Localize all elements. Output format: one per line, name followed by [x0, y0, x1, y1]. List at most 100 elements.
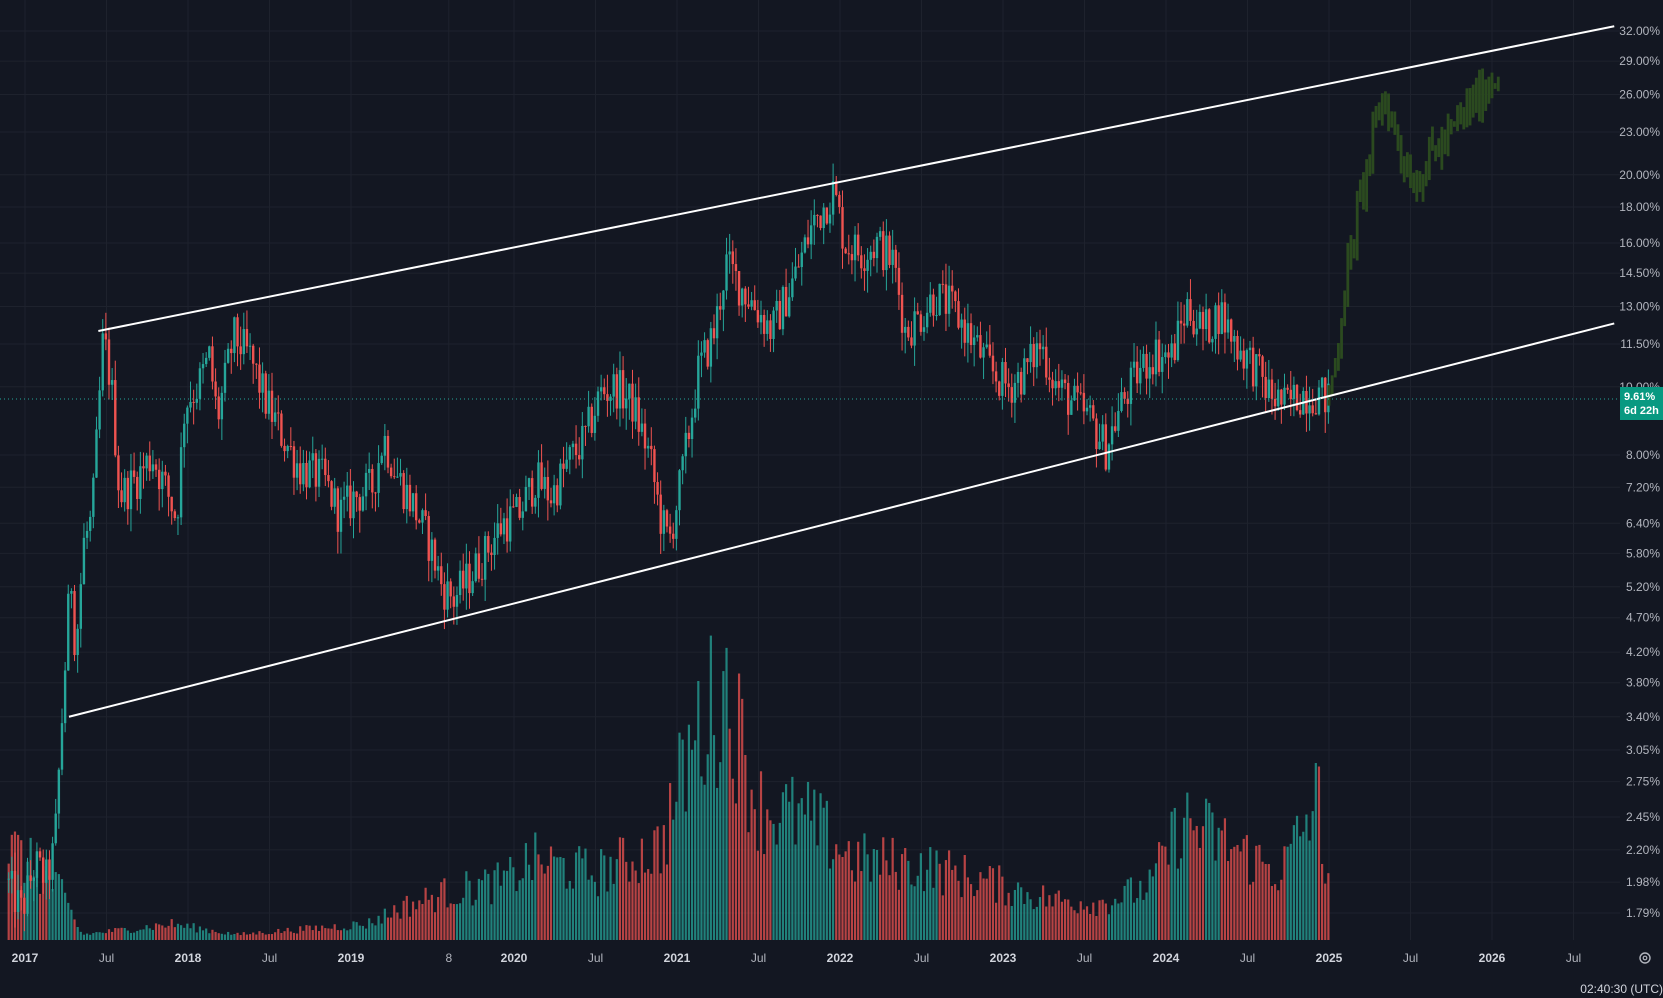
candle-body — [299, 463, 302, 485]
volume-bar — [976, 890, 979, 940]
projection-candle — [1368, 154, 1372, 177]
volume-bar — [220, 933, 223, 940]
candle-body — [1258, 354, 1261, 357]
candle-body — [490, 552, 493, 555]
candle-body — [1135, 361, 1139, 384]
candle-body — [1073, 385, 1076, 401]
projection-candle — [1365, 159, 1369, 212]
candle-body — [769, 320, 772, 340]
volume-bar — [252, 932, 255, 940]
volume-bar — [1214, 860, 1217, 940]
volume-bar — [1183, 817, 1186, 940]
volume-bar — [67, 902, 70, 940]
volume-bar — [245, 934, 249, 940]
volume-bar — [1016, 882, 1020, 940]
candle-body — [960, 319, 963, 328]
volume-bar — [1289, 843, 1292, 940]
projection-candle — [1465, 88, 1469, 128]
volume-bar — [1248, 884, 1252, 940]
candle-body — [625, 398, 628, 409]
candle-body — [524, 486, 528, 512]
volume-bar — [405, 895, 408, 940]
volume-bar — [518, 880, 521, 940]
volume-bar — [794, 844, 797, 940]
candle-body — [1026, 358, 1029, 363]
candle-body — [452, 596, 456, 607]
volume-bar — [455, 904, 459, 940]
volume-bar — [327, 928, 330, 940]
price-axis[interactable]: 32.00% 29.00% 26.00% 23.00% 20.00% 18.00% 16.0… — [1619, 24, 1660, 920]
volume-bar — [230, 934, 233, 940]
candle-body — [192, 401, 195, 403]
candle-body — [1013, 382, 1017, 403]
volume-bar — [512, 867, 515, 940]
volume-bar — [236, 932, 239, 940]
candle-body — [1255, 354, 1258, 387]
candle-body — [41, 857, 45, 883]
price-tick-label: 3.40% — [1626, 710, 1660, 724]
channel-lines — [68, 25, 1615, 718]
volume-bar — [647, 869, 650, 940]
volume-bar — [462, 897, 465, 940]
candle-body — [79, 584, 82, 629]
volume-bar — [45, 870, 48, 940]
volume-bar — [1186, 792, 1189, 940]
volume-bar — [672, 819, 675, 940]
candle-body — [339, 499, 343, 532]
candle-body — [788, 297, 791, 317]
projection-candle — [1358, 179, 1362, 203]
volume-bar — [1211, 812, 1214, 940]
volume-bar — [559, 856, 562, 940]
volume-bar — [198, 926, 202, 940]
channel-lower-line[interactable] — [68, 322, 1615, 718]
candle-body — [1120, 392, 1123, 411]
volume-bar — [493, 870, 496, 940]
time-tick-label: 2022 — [827, 951, 854, 965]
channel-upper-line[interactable] — [98, 25, 1615, 332]
projection-candle — [1449, 119, 1453, 135]
price-tick-label: 2.20% — [1626, 843, 1660, 857]
candle-body — [186, 407, 189, 424]
volume-bar — [697, 680, 700, 940]
volume-bar — [1267, 864, 1270, 940]
candle-body — [1251, 347, 1255, 387]
volume-bar — [643, 872, 647, 940]
candle-body — [327, 475, 330, 482]
time-axis[interactable]: 2017 Jul 2018 Jul 2019 8 2020 Jul 2021 Jul 2022 Jul… — [12, 951, 1582, 965]
candle-body — [95, 429, 98, 478]
candle-body — [1117, 410, 1120, 431]
candle-body — [794, 266, 797, 279]
candle-body — [972, 337, 976, 345]
candle-body — [1170, 343, 1173, 358]
candle-body — [1308, 405, 1311, 414]
price-tick-label: 13.00% — [1619, 300, 1660, 314]
candle-body — [462, 570, 465, 589]
time-tick-label: 2024 — [1153, 951, 1180, 965]
volume-bar — [850, 870, 854, 940]
candle-body — [706, 340, 709, 367]
candle-body — [129, 470, 133, 510]
candle-body — [703, 340, 706, 353]
volume-bar — [92, 933, 95, 940]
candle-body — [515, 497, 518, 507]
volume-bar — [145, 925, 148, 940]
candle-body — [979, 335, 982, 358]
candle-body — [277, 412, 280, 414]
utc-clock[interactable]: 02:40:30 (UTC) — [1580, 982, 1663, 996]
settings-icon[interactable] — [1638, 951, 1652, 965]
candle-body — [1048, 377, 1051, 380]
price-tick-label: 3.05% — [1626, 743, 1660, 757]
volume-bar — [380, 923, 383, 940]
volume-bar — [521, 878, 524, 940]
candle-body — [92, 477, 95, 517]
candle-body — [440, 566, 443, 585]
candle-body — [264, 373, 267, 414]
volume-bar — [1308, 840, 1311, 940]
candle-body — [1145, 353, 1148, 379]
candle-body — [565, 459, 568, 469]
volume-bar — [330, 928, 333, 940]
price-tick-label: 14.50% — [1619, 266, 1660, 280]
candle-body — [540, 462, 543, 489]
volume-bar — [324, 928, 327, 940]
